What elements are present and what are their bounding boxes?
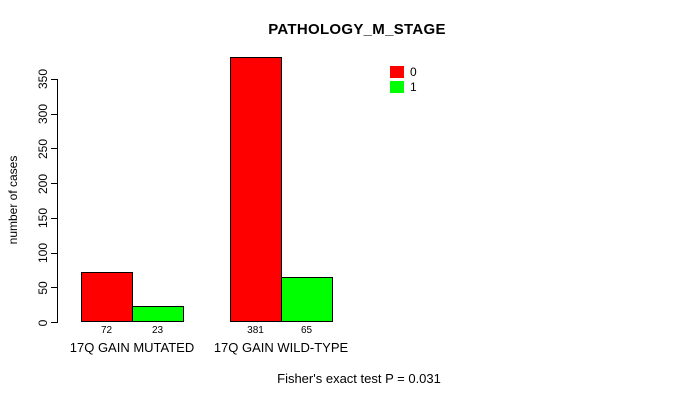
y-tick-mark: [51, 252, 57, 254]
y-tick-label: 150: [36, 208, 50, 229]
legend-row: 1: [390, 79, 417, 94]
y-tick-mark: [51, 78, 57, 80]
y-tick-label: 250: [36, 138, 50, 159]
y-tick-mark: [51, 113, 57, 115]
y-tick-label: 200: [36, 173, 50, 194]
y-axis-label: number of cases: [6, 155, 20, 245]
chart-title: PATHOLOGY_M_STAGE: [268, 21, 446, 38]
y-tick-mark: [51, 183, 57, 184]
legend-row: 0: [390, 64, 417, 79]
legend-swatch: [390, 65, 404, 78]
y-axis-line: [57, 78, 58, 323]
y-tick-mark: [51, 148, 57, 150]
bar-value-label: 65: [300, 325, 313, 336]
legend-label: 0: [410, 64, 417, 79]
y-tick-mark: [51, 217, 57, 219]
y-tick-label: 350: [36, 69, 50, 90]
y-tick-label: 100: [36, 242, 50, 264]
bar-value-label: 72: [100, 325, 113, 336]
bar-1: [281, 277, 333, 322]
bar-0: [81, 272, 133, 322]
x-category-label: 17Q GAIN WILD-TYPE: [213, 340, 349, 355]
legend-swatch: [390, 80, 404, 93]
legend-label: 1: [410, 79, 417, 94]
bar-1: [132, 306, 184, 322]
y-tick-label: 300: [36, 103, 50, 125]
y-tick-label: 0: [36, 319, 50, 326]
x-category-label: 17Q GAIN MUTATED: [69, 340, 195, 355]
y-tick-mark: [51, 287, 57, 289]
y-tick-mark: [51, 322, 57, 323]
y-tick-label: 50: [36, 281, 50, 295]
bar-0: [230, 57, 282, 322]
bar-value-label: 23: [151, 325, 164, 336]
bar-value-label: 381: [247, 325, 264, 336]
footnote-pvalue: Fisher's exact test P = 0.031: [277, 371, 441, 386]
